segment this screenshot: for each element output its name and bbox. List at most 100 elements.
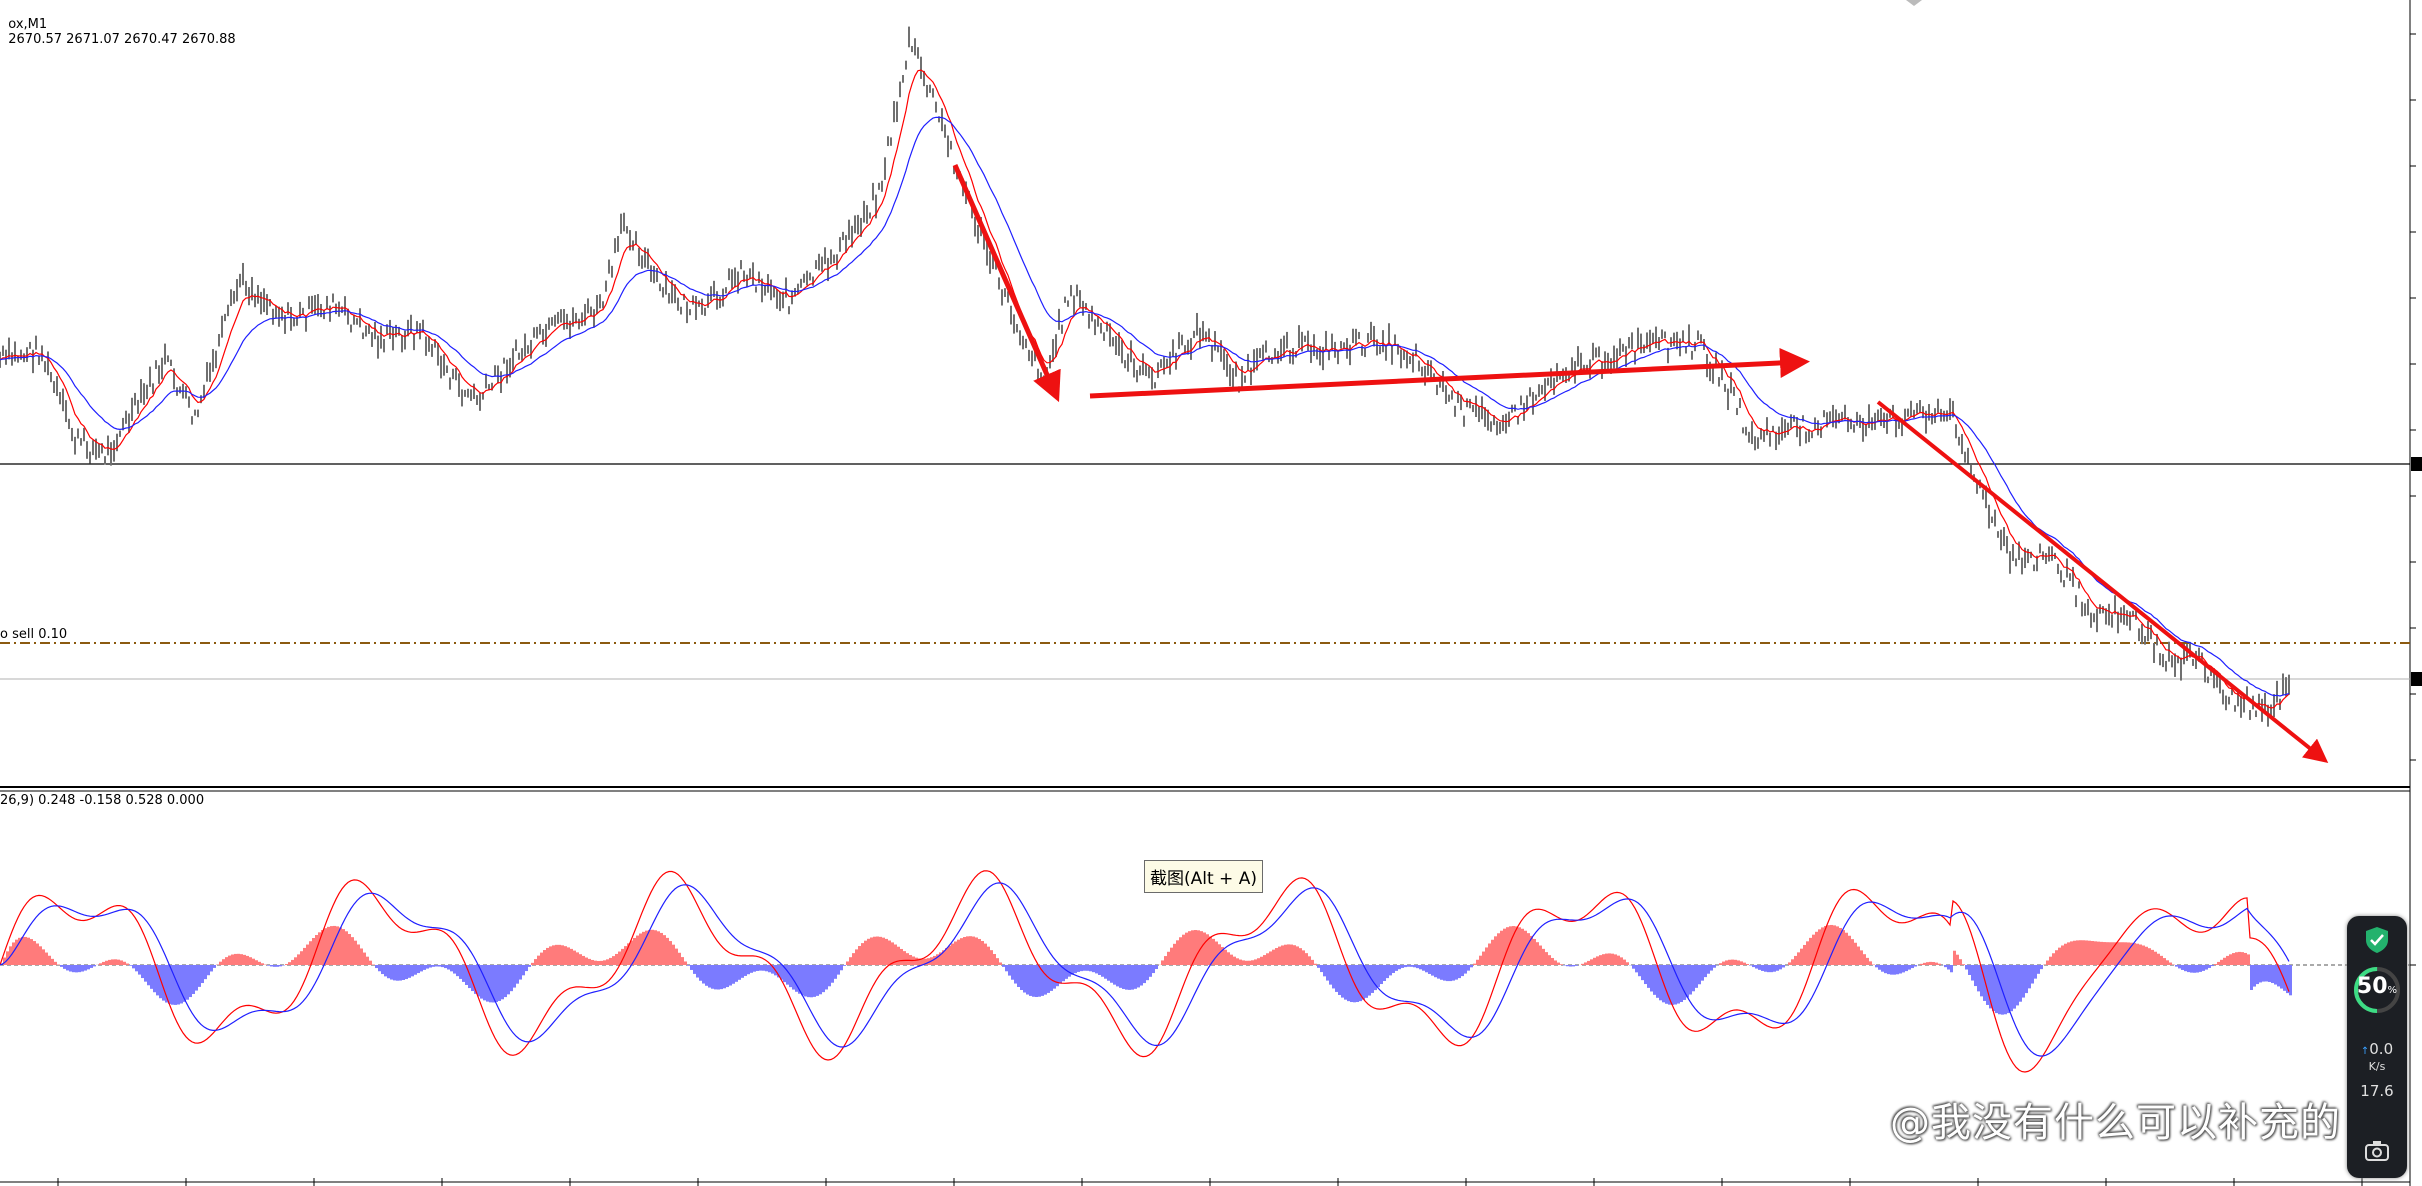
macd-histogram-bar	[876, 936, 879, 965]
macd-histogram-bar	[2187, 965, 2190, 973]
macd-histogram-bar	[2241, 952, 2244, 965]
macd-histogram-bar	[1368, 965, 1371, 996]
macd-histogram-bar	[1176, 940, 1179, 965]
macd-histogram-bar	[1779, 965, 1782, 970]
macd-histogram-bar	[1308, 956, 1311, 965]
macd-histogram-bar	[819, 965, 822, 995]
macd-histogram-bar	[1230, 954, 1233, 965]
macd-histogram-bar	[1590, 959, 1593, 965]
macd-histogram-bar	[120, 960, 123, 965]
macd-histogram-bar	[1431, 965, 1434, 976]
download-speed: 17.6	[2360, 1082, 2394, 1100]
macd-histogram-bar	[1134, 965, 1137, 989]
macd-histogram-bar	[438, 965, 441, 967]
macd-histogram-bar	[1965, 965, 1968, 970]
macd-histogram-bar	[720, 965, 723, 990]
macd-histogram-bar	[1926, 962, 1929, 965]
macd-histogram-bar	[2079, 940, 2082, 965]
macd-histogram-bar	[1860, 950, 1863, 965]
macd-histogram-bar	[507, 965, 510, 995]
macd-histogram-bar	[2214, 964, 2217, 965]
macd-histogram-bar	[2193, 965, 2196, 973]
macd-histogram-bar	[531, 962, 534, 965]
macd-histogram-bar	[2184, 965, 2187, 972]
macd-histogram-bar	[1854, 942, 1857, 965]
macd-histogram-bar	[501, 965, 504, 1000]
macd-histogram-bar	[309, 941, 312, 965]
macd-histogram-bar	[1341, 965, 1344, 998]
macd-histogram-bar	[420, 965, 423, 972]
trend-arrow-down-2[interactable]	[1876, 400, 2329, 764]
macd-histogram-bar	[243, 954, 246, 965]
macd-histogram-bar	[321, 930, 324, 965]
macd-histogram-bar	[210, 965, 213, 972]
macd-histogram-bar	[2211, 965, 2214, 967]
macd-histogram-bar	[480, 965, 483, 999]
macd-histogram-bar	[1119, 965, 1122, 988]
trend-arrow-sideways[interactable]	[1089, 347, 1810, 399]
macd-histogram-bar	[1089, 965, 1092, 972]
window-scroll-marker[interactable]	[1906, 0, 1922, 6]
macd-histogram-bar	[1710, 965, 1713, 971]
macd-histogram-bar	[477, 965, 480, 997]
macd-histogram-bar	[279, 965, 282, 967]
macd-histogram-bar	[348, 933, 351, 965]
macd-histogram-bar	[1044, 965, 1047, 995]
macd-histogram-bar	[672, 944, 675, 965]
macd-histogram-bar	[1098, 965, 1101, 975]
macd-histogram-bar	[642, 931, 645, 965]
macd-histogram-bar	[1623, 959, 1626, 965]
macd-histogram-bar	[90, 965, 93, 968]
macd-histogram-bar	[255, 960, 258, 965]
macd-histogram-bar	[1347, 965, 1350, 1002]
macd-histogram-bar	[339, 927, 342, 965]
macd-histogram-bar	[540, 952, 543, 965]
macd-histogram-bar	[1329, 965, 1332, 985]
macd-histogram-bar	[579, 954, 582, 965]
macd-histogram-bar	[72, 965, 75, 973]
macd-histogram-bar	[1371, 965, 1374, 993]
macd-histogram-bar	[1290, 944, 1293, 965]
macd-histogram-bar	[1707, 965, 1710, 974]
macd-histogram-bar	[2019, 965, 2022, 1002]
macd-histogram-bar	[1794, 955, 1797, 965]
macd-histogram-bar	[660, 932, 663, 965]
macd-histogram-bar	[2037, 965, 2040, 974]
network-monitor-widget[interactable]: 50% ↑0.0 K/s 17.6	[2347, 916, 2407, 1178]
sell-order-label[interactable]: o sell 0.10	[0, 627, 68, 642]
macd-histogram-bar	[228, 955, 231, 965]
macd-histogram-bar	[462, 965, 465, 982]
macd-histogram-bar	[726, 965, 729, 988]
macd-histogram-bar	[2157, 953, 2160, 965]
macd-histogram-bar	[1740, 961, 1743, 965]
macd-histogram-bar	[1185, 932, 1188, 965]
camera-icon[interactable]	[2365, 1140, 2389, 1162]
macd-histogram-bar	[1644, 965, 1647, 985]
macd-histogram-bar	[2115, 942, 2118, 965]
macd-histogram-bar	[696, 965, 699, 978]
macd-histogram-bar	[201, 965, 204, 984]
macd-histogram-bar	[1839, 927, 1842, 965]
macd-histogram-bar	[51, 958, 54, 965]
macd-histogram-bar	[1908, 965, 1911, 970]
macd-histogram-bar	[369, 960, 372, 965]
macd-histogram-bar	[2199, 965, 2202, 972]
macd-histogram-bar	[345, 931, 348, 965]
macd-histogram-bar	[723, 965, 726, 989]
macd-histogram-bar	[2220, 959, 2223, 965]
macd-histogram-bar	[405, 965, 408, 980]
macd-histogram-bar	[2148, 948, 2151, 965]
macd-histogram-bar	[222, 959, 225, 965]
macd-histogram-bar	[933, 955, 936, 965]
macd-histogram-bar	[1311, 959, 1314, 965]
macd-histogram-bar	[2094, 941, 2097, 965]
macd-histogram-bar	[969, 936, 972, 965]
macd-histogram-bar	[2271, 965, 2274, 984]
trend-arrow-down-1[interactable]	[952, 163, 1061, 403]
macd-histogram-bar	[597, 960, 600, 965]
macd-histogram-bar	[291, 959, 294, 965]
macd-histogram-bar	[1776, 965, 1779, 971]
macd-histogram-bar	[1848, 935, 1851, 965]
macd-histogram-bar	[2265, 965, 2268, 982]
